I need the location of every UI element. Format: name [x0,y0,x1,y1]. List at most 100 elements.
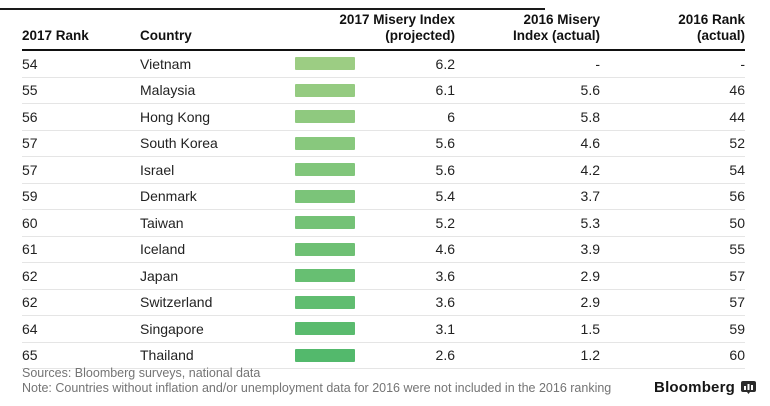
sources-line: Sources: Bloomberg surveys, national dat… [22,366,261,380]
bloomberg-wordmark: Bloomberg [654,379,735,396]
col-header-2017-rank: 2017 Rank [22,27,89,43]
cell-2016-misery-index: 3.7 [580,188,600,205]
cell-country: Taiwan [140,214,184,231]
misery-index-bar [295,295,355,309]
misery-index-bar [295,110,355,124]
cell-2017-rank: 62 [22,267,38,284]
cell-country: Singapore [140,320,204,337]
cell-country: Iceland [140,241,186,258]
top-rule [0,8,545,10]
table-row: 54 Vietnam 6.2 - - [22,51,745,78]
cell-2017-rank: 59 [22,188,38,205]
cell-2016-misery-index: 1.2 [580,347,600,364]
cell-2016-misery-index: 3.9 [580,241,600,258]
cell-country: Vietnam [140,55,192,72]
bloomberg-logo: Bloomberg [654,379,756,396]
cell-2016-rank: 50 [729,214,745,231]
cell-bar [290,242,360,256]
cell-2016-misery-index: 4.6 [580,135,600,152]
cell-2017-misery-index: 4.6 [435,241,455,258]
misery-index-bar [295,322,355,336]
cell-2017-misery-index: 5.2 [435,214,455,231]
cell-country: South Korea [140,135,218,152]
cell-country: Switzerland [140,294,213,311]
note-line: Note: Countries without inflation and/or… [22,380,612,395]
cell-bar [290,269,360,283]
bloomberg-terminal-icon [741,381,756,394]
cell-2017-misery-index: 5.4 [435,188,455,205]
misery-index-table: 2017 Rank Country 2017 Misery Index (pro… [22,0,745,369]
cell-2017-misery-index: 6.1 [435,82,455,99]
cell-2017-misery-index: 5.6 [435,135,455,152]
cell-2017-misery-index: 2.6 [435,347,455,364]
cell-2016-misery-index: 2.9 [580,294,600,311]
cell-2017-rank: 65 [22,347,38,364]
cell-2017-rank: 57 [22,161,38,178]
cell-2016-rank: 54 [729,161,745,178]
cell-2016-rank: 56 [729,188,745,205]
cell-bar [290,295,360,309]
cell-2017-misery-index: 6.2 [435,55,455,72]
cell-bar [290,163,360,177]
cell-2016-rank: 44 [729,108,745,125]
table-row: 65 Thailand 2.6 1.2 60 [22,343,745,369]
cell-2016-misery-index: - [595,55,600,72]
cell-2016-rank: 52 [729,135,745,152]
cell-bar [290,57,360,71]
table-row: 64 Singapore 3.1 1.5 59 [22,316,745,343]
misery-index-bar [295,216,355,230]
cell-country: Denmark [140,188,197,205]
cell-2016-misery-index: 4.2 [580,161,600,178]
cell-2017-misery-index: 5.6 [435,161,455,178]
cell-2016-misery-index: 5.3 [580,214,600,231]
cell-bar [290,83,360,97]
cell-2017-misery-index: 3.1 [435,320,455,337]
table-row: 61 Iceland 4.6 3.9 55 [22,237,745,263]
cell-bar [290,216,360,230]
misery-index-bar [295,242,355,256]
col-header-2017-misery-index: 2017 Misery Index (projected) [339,12,455,43]
cell-2017-rank: 60 [22,214,38,231]
cell-2016-rank: - [740,55,745,72]
footnotes: Sources: Bloomberg surveys, national dat… [22,366,642,395]
cell-2017-rank: 57 [22,135,38,152]
table-row: 55 Malaysia 6.1 5.6 46 [22,78,745,104]
misery-index-bar [295,83,355,97]
cell-2017-rank: 64 [22,320,38,337]
misery-index-bar [295,189,355,203]
cell-bar [290,348,360,362]
table-body: 54 Vietnam 6.2 - - 55 Malaysia 6.1 5.6 4… [22,51,745,369]
col-header-country: Country [140,27,192,43]
cell-2017-misery-index: 6 [447,108,455,125]
table-header-row: 2017 Rank Country 2017 Misery Index (pro… [22,0,745,51]
misery-index-bar [295,57,355,71]
col-header-2016-rank: 2016 Rank (actual) [678,12,745,43]
cell-2016-rank: 60 [729,347,745,364]
table-row: 57 South Korea 5.6 4.6 52 [22,131,745,157]
misery-index-bar [295,348,355,362]
cell-2016-rank: 57 [729,294,745,311]
cell-2016-misery-index: 2.9 [580,267,600,284]
misery-index-bar [295,136,355,150]
cell-bar [290,189,360,203]
cell-2016-rank: 57 [729,267,745,284]
col-header-2016-misery-index: 2016 Misery Index (actual) [512,12,600,43]
table-row: 57 Israel 5.6 4.2 54 [22,157,745,184]
cell-country: Israel [140,161,175,178]
cell-country: Thailand [140,347,194,364]
cell-2016-misery-index: 1.5 [580,320,600,337]
table-row: 62 Switzerland 3.6 2.9 57 [22,290,745,316]
cell-bar [290,110,360,124]
misery-index-bar [295,163,355,177]
cell-2017-rank: 54 [22,55,38,72]
table-row: 62 Japan 3.6 2.9 57 [22,263,745,290]
cell-2017-rank: 61 [22,241,38,258]
cell-2017-rank: 55 [22,82,38,99]
cell-country: Malaysia [140,82,196,99]
table-row: 56 Hong Kong 6 5.8 44 [22,104,745,131]
cell-2016-misery-index: 5.8 [580,108,600,125]
cell-country: Hong Kong [140,108,211,125]
cell-country: Japan [140,267,179,284]
cell-2016-rank: 46 [729,82,745,99]
